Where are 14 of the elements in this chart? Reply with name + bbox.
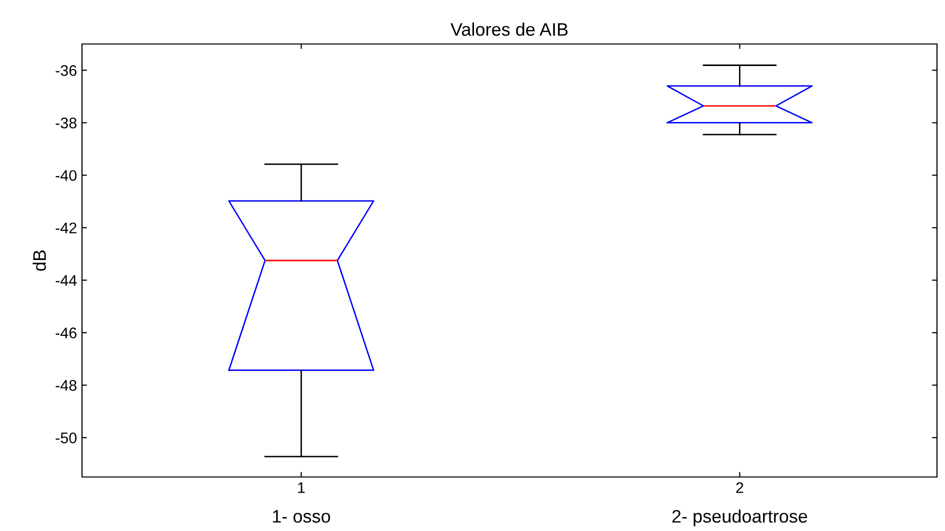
y-tick-label: -46	[56, 328, 76, 338]
x-tick-label: 1	[298, 482, 305, 493]
y-axis-title: dB	[32, 250, 46, 271]
y-tick-label: -44	[56, 275, 77, 286]
text: 1- osso	[273, 510, 330, 523]
text: 2- pseudoartrose	[672, 509, 808, 526]
y-tick-label: -50	[56, 432, 77, 444]
x-tick-label: 2	[736, 482, 744, 493]
y-tick-label: -36	[56, 65, 76, 76]
y-tick-label: -38	[56, 118, 76, 128]
y-tick-label: -48	[56, 380, 76, 391]
chart-title: Valores de AIB	[450, 22, 568, 36]
y-tick-label: -42	[56, 222, 76, 234]
y-tick-label: -40	[56, 170, 77, 181]
